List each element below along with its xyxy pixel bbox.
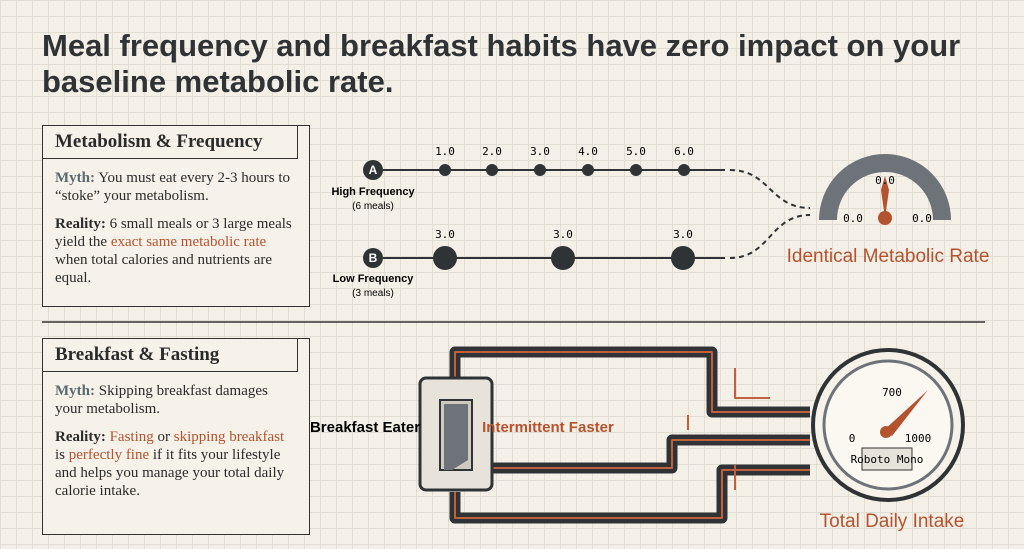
meal-label: 4.0: [578, 145, 598, 158]
panel: Metabolism & Frequency Myth: You must ea…: [42, 125, 310, 307]
gauge-label: 0.0: [912, 212, 932, 225]
meal-label: 3.0: [435, 228, 455, 241]
marker: A: [369, 163, 378, 177]
gauge-badge: [861, 447, 913, 471]
reality-text: perfectly fine: [68, 447, 150, 463]
reality-label: Reality:: [55, 216, 106, 232]
myth-text: You must eat every 2-3 hours to “stoke” …: [55, 170, 290, 204]
reality-label: Reality:: [55, 429, 106, 445]
reality: Reality: 6 small meals or 3 large meals …: [55, 215, 297, 287]
reality-text: if it fits your lifestyle and helps you …: [55, 447, 285, 499]
panel: Breakfast & Fasting Myth: Skipping break…: [42, 338, 310, 535]
reality-text: or: [153, 429, 174, 445]
panel-heading: Breakfast & Fasting: [43, 339, 298, 372]
meal-label: 5.0: [626, 145, 646, 158]
pipes: [449, 346, 810, 524]
gauge-face: [822, 359, 954, 491]
reality-text: when total calories and nutrients are eq…: [55, 252, 273, 286]
title: Meal frequency and breakfast habits have…: [42, 28, 961, 99]
caption: Identical Metabolic Rate: [787, 246, 990, 267]
gauge-label: 1000: [905, 432, 932, 445]
meal-label: 3.0: [673, 228, 693, 241]
caption: Total Daily Intake: [820, 511, 965, 532]
row-sublabel: (3 meals): [352, 288, 394, 299]
row-sublabel: (6 meals): [352, 201, 394, 212]
marker: B: [369, 251, 378, 265]
gauge-label: 0: [849, 432, 856, 445]
switch-lever: [444, 404, 468, 470]
reality-text: exact same metabolic rate: [110, 234, 267, 250]
myth: Myth: You must eat every 2-3 hours to “s…: [55, 169, 297, 205]
reality-text: 6 small meals or 3 large meals yield the: [55, 216, 292, 250]
meal-label: 6.0: [674, 145, 694, 158]
gauge-badge-text: Roboto Mono: [851, 453, 924, 466]
gauge-label: 0.0: [843, 212, 863, 225]
myth-text: Skipping breakfast damages your metaboli…: [55, 383, 268, 417]
reality-text: Fasting: [109, 429, 154, 445]
meal-label: 2.0: [482, 145, 502, 158]
gauge-label: 700: [882, 386, 902, 399]
gauge-needle: [884, 390, 928, 436]
gauge-label: 0.0: [875, 174, 895, 187]
myth-label: Myth:: [55, 170, 95, 186]
gauge-arc: [819, 154, 951, 221]
gauge-needle: [881, 176, 889, 218]
label: Breakfast Eater: [310, 419, 420, 436]
label: Intermittent Faster: [482, 419, 614, 436]
reality-text: skipping breakfast: [173, 429, 285, 445]
meal-label: 3.0: [530, 145, 550, 158]
gauge-hub: [878, 211, 892, 225]
frequency-lines: [383, 169, 811, 259]
myth-label: Myth:: [55, 383, 95, 399]
meal-label: 1.0: [435, 145, 455, 158]
reality: Reality: Fasting or skipping breakfast i…: [55, 428, 297, 500]
row-label: High Frequency: [331, 186, 415, 198]
frequency-dots: [363, 160, 695, 270]
myth: Myth: Skipping breakfast damages your me…: [55, 382, 297, 418]
row-label: Low Frequency: [333, 273, 415, 285]
panel-heading: Metabolism & Frequency: [43, 126, 298, 159]
reality-text: is: [55, 447, 69, 463]
meal-label: 3.0: [553, 228, 573, 241]
gauge-hub: [880, 426, 892, 438]
